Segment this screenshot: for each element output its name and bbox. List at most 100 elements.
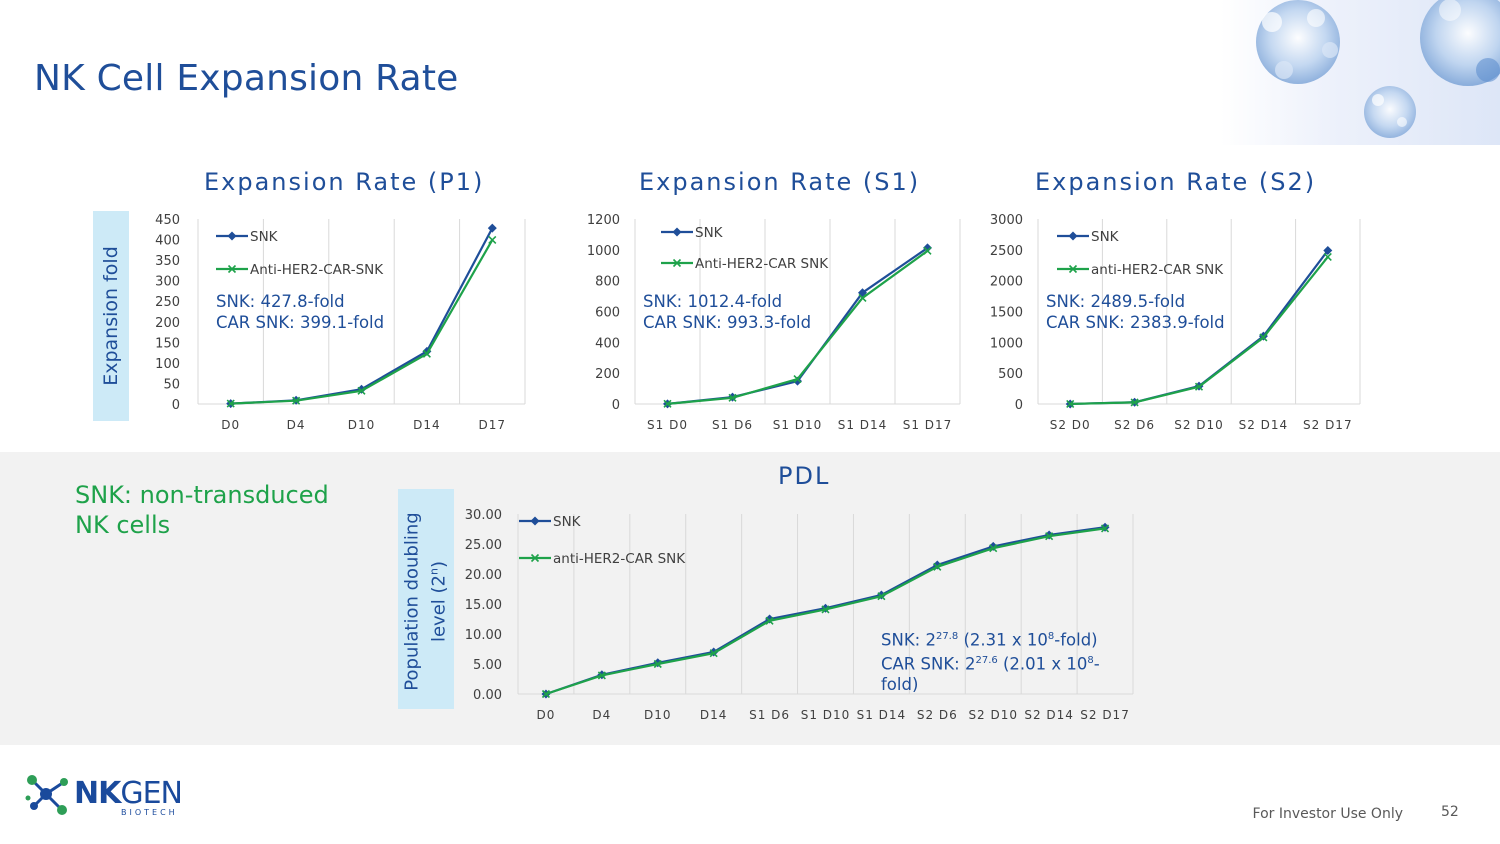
- legend-marker: [530, 553, 540, 563]
- chart-s1: 0 200 400 600 800 1000 1200 S1 D0 S1 D6 S1 D10 S1 …: [587, 213, 961, 432]
- chart-title-s2: Expansion Rate (S2): [1035, 168, 1317, 196]
- pdl-note-1e: -fold): [1054, 630, 1098, 650]
- annotation-pdl-line1: SNK: 227.8 (2.31 x 108-fold): [881, 627, 1100, 651]
- cell-shape-right: [1420, 0, 1500, 86]
- y-tick-label: 0: [612, 398, 620, 413]
- x-tick-label: S1 D6: [749, 708, 790, 722]
- data-point-snk: [357, 384, 366, 394]
- annotation-pdl-line3: fold): [881, 675, 919, 694]
- data-point-car-snk: [488, 235, 497, 244]
- y-tick-label: 250: [155, 295, 180, 310]
- y-tick-label: 15.00: [465, 598, 502, 613]
- x-tick-label: S1 D14: [857, 708, 907, 722]
- chart-p1: 0 50 100 150 200 250 300 350 400 450 D0 D4 D10 D14 D17…: [155, 213, 526, 432]
- logo-subtitle: BIOTECH: [121, 808, 178, 817]
- data-point-snk: [923, 243, 932, 253]
- annotation-s2-line2: CAR SNK: 2383.9-fold: [1046, 313, 1225, 332]
- legend-label: SNK: [553, 514, 582, 530]
- y-tick-label: 0.00: [473, 688, 502, 703]
- data-point-car-snk: [1323, 252, 1332, 262]
- page-number: 52: [1441, 804, 1459, 820]
- pdl-note-1c: (2.31 x 10: [958, 630, 1048, 650]
- legend-label: anti-HER2-CAR SNK: [553, 551, 686, 567]
- data-point-car-snk: [989, 544, 998, 553]
- y-tick-label: 20.00: [465, 568, 502, 583]
- x-tick-label: D10: [348, 418, 376, 432]
- y-tick-label: 400: [595, 336, 620, 351]
- y-tick-label: 450: [155, 213, 180, 228]
- cell-shape-large: [1256, 0, 1340, 84]
- lower-band-background: [0, 452, 1500, 745]
- data-point-car-snk: [858, 293, 867, 302]
- annotation-s1: SNK: 1012.4-fold CAR SNK: 993.3-fold: [643, 291, 811, 333]
- x-tick-label: S1 D10: [773, 418, 823, 432]
- pdl-note-2c: (2.01 x 10: [997, 654, 1088, 674]
- snk-definition-line2: NK cells: [75, 511, 171, 539]
- y-tick-label: 1200: [587, 213, 620, 228]
- x-tick-label: D0: [221, 418, 240, 432]
- x-tick-label: D0: [537, 708, 556, 722]
- footer-disclaimer: For Investor Use Only: [1252, 806, 1403, 822]
- data-point-snk: [1100, 522, 1110, 532]
- x-tick-label: S1 D0: [647, 418, 688, 432]
- data-point-car-snk: [933, 562, 942, 571]
- annotation-pdl-line2: CAR SNK: 227.6 (2.01 x 108-: [881, 651, 1100, 675]
- legend-label: SNK: [250, 229, 279, 245]
- y-tick-label: 350: [155, 254, 180, 269]
- data-point-car-snk: [1194, 382, 1204, 391]
- cell-shape-small: [1364, 86, 1416, 138]
- y-tick-label: 2000: [990, 275, 1023, 290]
- legend-marker: [1068, 264, 1078, 274]
- y-tick-label: 200: [595, 367, 620, 382]
- legend-marker: [227, 231, 237, 241]
- data-point-car-snk: [1259, 333, 1268, 342]
- y-tick-label: 500: [998, 367, 1023, 382]
- data-point-car-snk: [709, 649, 718, 658]
- data-point-car-snk: [292, 396, 301, 405]
- legend-label: Anti-HER2-CAR-SNK: [250, 262, 384, 278]
- data-point-car-snk: [1130, 398, 1139, 407]
- annotation-s1-line2: CAR SNK: 993.3-fold: [643, 313, 812, 332]
- legend-marker: [672, 227, 682, 237]
- data-point-car-snk: [597, 671, 606, 680]
- annotation-s1-line1: SNK: 1012.4-fold: [643, 292, 783, 311]
- y-tick-label: 800: [595, 275, 620, 290]
- data-point-car-snk: [793, 374, 802, 384]
- chart-title-p1: Expansion Rate (P1): [204, 168, 485, 196]
- x-tick-label: D4: [287, 418, 306, 432]
- data-point-snk: [821, 603, 830, 613]
- decorative-cell-image: [1220, 0, 1500, 145]
- x-tick-label: S2 D10: [968, 708, 1018, 722]
- snk-definition-note: SNK: non-transduced NK cells: [75, 480, 329, 540]
- legend-marker: [530, 516, 540, 526]
- annotation-p1-line1: SNK: 427.8-fold: [216, 292, 345, 311]
- y-tick-label: 2500: [990, 244, 1023, 259]
- annotation-p1: SNK: 427.8-fold CAR SNK: 399.1-fold: [216, 291, 384, 333]
- data-point-car-snk: [1066, 399, 1075, 409]
- data-point-car-snk: [422, 349, 431, 358]
- x-tick-label: S1 D6: [712, 418, 753, 432]
- data-point-snk: [1323, 245, 1333, 255]
- y-tick-label: 1000: [990, 336, 1023, 351]
- data-point-car-snk: [728, 393, 737, 402]
- data-point-car-snk: [1100, 524, 1110, 533]
- pdl-note-1d: 8: [1047, 631, 1055, 642]
- pdl-note-2e: -: [1093, 654, 1100, 674]
- y-tick-label: 0: [1015, 398, 1023, 413]
- y-tick-label: 400: [155, 234, 180, 249]
- y-tick-label: 1500: [990, 306, 1023, 321]
- pdl-note-2b: 27.6: [975, 655, 998, 666]
- pdl-note-1a: SNK: 2: [881, 630, 936, 650]
- logo-gen: GEN: [120, 776, 183, 811]
- x-tick-label: D17: [479, 418, 507, 432]
- nkgen-logo: NKGEN BIOTECH: [24, 770, 194, 820]
- expansion-fold-label-box: Expansion fold: [93, 211, 129, 421]
- x-tick-label: S2 D17: [1080, 708, 1130, 722]
- legend-marker: [1068, 231, 1078, 241]
- pdl-label-line1: Population doubling: [401, 512, 423, 691]
- chart-pdl: 0.00 5.00 10.00 15.00 20.00 25.00 30.00 D0 D4 D10…: [465, 508, 1134, 722]
- y-tick-label: 5.00: [473, 658, 502, 673]
- y-tick-label: 3000: [990, 213, 1023, 228]
- data-point-car-snk: [1045, 532, 1054, 541]
- data-point-car-snk: [541, 689, 551, 699]
